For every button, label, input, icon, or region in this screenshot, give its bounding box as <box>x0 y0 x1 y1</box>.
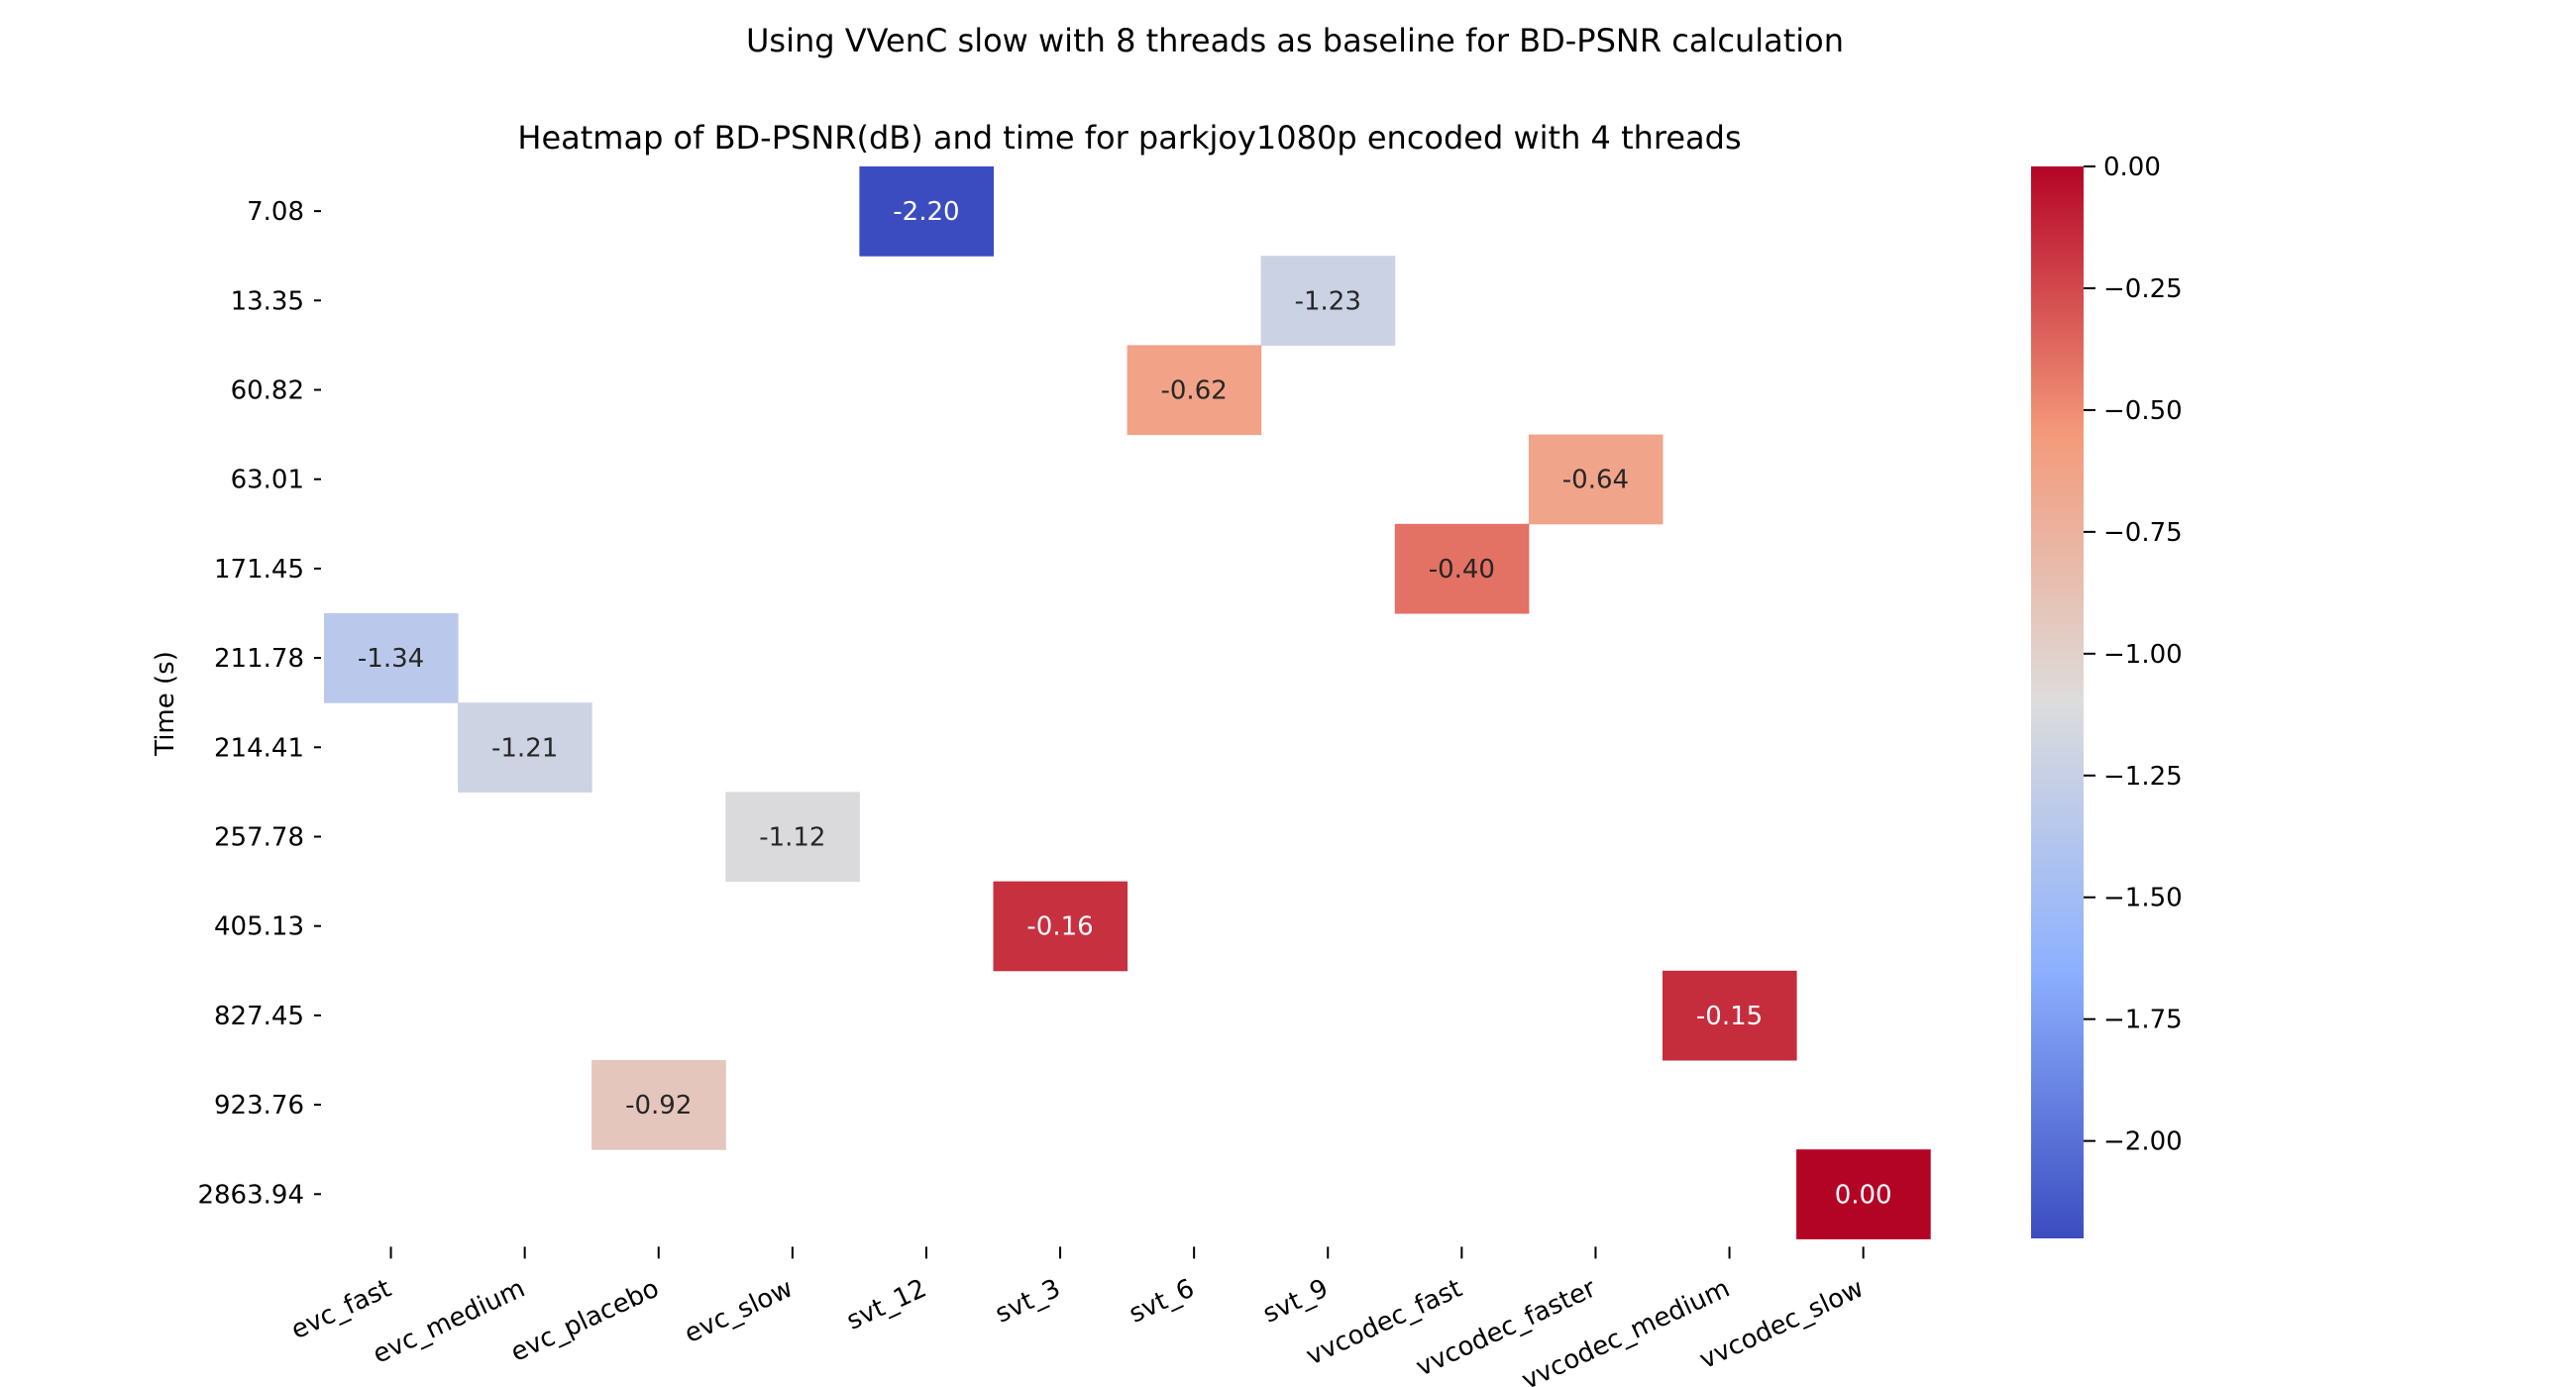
y-tick-label: 7.08 <box>247 197 304 227</box>
colorbar-tick-label: −2.00 <box>2103 1127 2183 1157</box>
y-tick-label: 827.45 <box>214 1002 304 1031</box>
colorbar-tick-label: −1.75 <box>2103 1006 2183 1035</box>
heatmap-cells: -2.20 -1.23 -0.62 -0.64 -0.40 -1.34 -1.21 -1.12… <box>324 166 1931 1239</box>
heatmap-cell <box>1260 256 1396 346</box>
heatmap-cell <box>1796 1149 1931 1239</box>
heatmap-cell <box>458 702 592 793</box>
cell-value-label: -1.21 <box>491 733 558 763</box>
heatmap-cell <box>993 881 1128 972</box>
heatmap-cell <box>859 166 994 257</box>
heatmap-cell <box>725 792 860 883</box>
cell-value-label: -1.12 <box>759 823 825 853</box>
y-tick-label: 214.41 <box>214 733 304 763</box>
heatmap-cell <box>1528 434 1664 525</box>
colorbar-tick-label: −1.00 <box>2103 640 2183 670</box>
y-tick-label: 405.13 <box>214 912 304 942</box>
cell-value-label: -1.23 <box>1295 286 1361 316</box>
y-axis-label: Time (s) <box>151 651 180 757</box>
chart-title: Heatmap of BD-PSNR(dB) and time for park… <box>517 119 1741 157</box>
cell-value-label: -0.92 <box>625 1091 692 1120</box>
heatmap-cell <box>1394 523 1530 614</box>
y-tick-label: 923.76 <box>214 1091 304 1120</box>
x-tick-label: evc_placebo <box>506 1274 664 1368</box>
colorbar-tick-label: −1.50 <box>2103 884 2183 913</box>
colorbar-tick-label: −0.25 <box>2103 274 2183 304</box>
y-tick-label: 2863.94 <box>197 1180 304 1210</box>
x-tick-label: evc_slow <box>680 1274 797 1349</box>
cell-value-label: -0.64 <box>1562 466 1629 495</box>
x-tick-label: svt_12 <box>842 1274 931 1336</box>
colorbar-gradient <box>2031 166 2084 1238</box>
colorbar: 0.00 −0.25 −0.50 −0.75 −1.00 −1.25 −1.50 −1.75 −… <box>2031 153 2183 1238</box>
heatmap-cell <box>591 1060 726 1150</box>
colorbar-tick-label: −0.75 <box>2103 518 2183 548</box>
y-tick-label: 60.82 <box>231 376 304 406</box>
colorbar-tick-label: −1.25 <box>2103 762 2183 792</box>
y-tick-label: 211.78 <box>214 644 304 674</box>
cell-value-label: -2.20 <box>893 197 959 227</box>
x-tick-label: svt_9 <box>1258 1274 1333 1330</box>
cell-value-label: -0.40 <box>1429 555 1495 585</box>
cell-value-label: 0.00 <box>1835 1180 1892 1210</box>
y-axis-ticks: 7.08 13.35 60.82 63.01 171.45 211.78 214.41 257… <box>197 197 321 1210</box>
y-tick-label: 13.35 <box>231 286 304 316</box>
y-tick-label: 171.45 <box>214 555 304 585</box>
x-tick-label: svt_3 <box>991 1274 1065 1330</box>
heatmap-cell <box>1127 345 1262 436</box>
x-tick-label: evc_medium <box>369 1274 530 1370</box>
colorbar-tick-label: 0.00 <box>2103 153 2161 182</box>
heatmap-cell <box>1663 970 1797 1061</box>
x-tick-label: evc_fast <box>286 1274 395 1346</box>
cell-value-label: -1.34 <box>358 644 424 674</box>
cell-value-label: -0.62 <box>1161 376 1228 406</box>
cell-value-label: -0.16 <box>1026 912 1093 942</box>
colorbar-tick-label: −0.50 <box>2103 396 2183 426</box>
y-tick-label: 257.78 <box>214 823 304 853</box>
y-tick-label: 63.01 <box>231 466 304 495</box>
cell-value-label: -0.15 <box>1696 1002 1763 1031</box>
figure-suptitle: Using VVenC slow with 8 threads as basel… <box>746 22 1844 59</box>
x-tick-label: svt_6 <box>1125 1274 1199 1330</box>
heatmap-cell <box>324 613 459 703</box>
